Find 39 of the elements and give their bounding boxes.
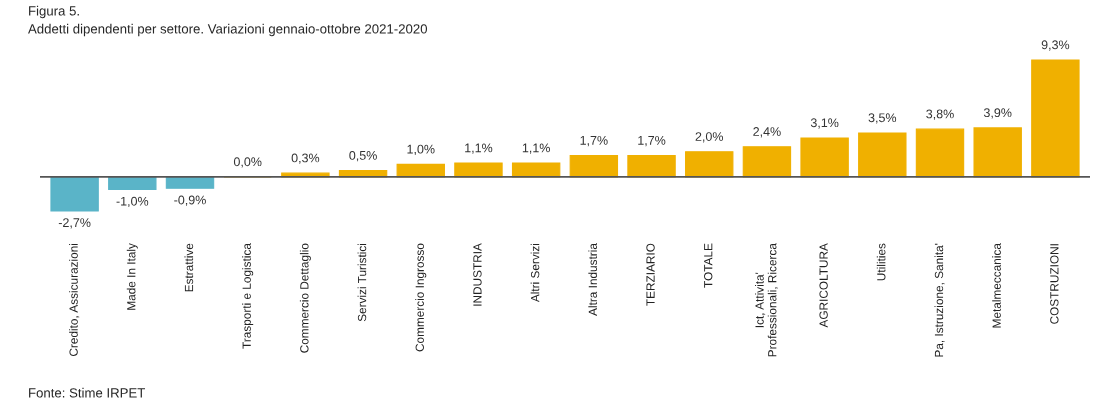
data-label: 0,5% bbox=[349, 150, 377, 162]
data-label: 1,7% bbox=[638, 135, 666, 147]
data-label: 9,3% bbox=[1041, 40, 1070, 51]
data-label: 1,7% bbox=[580, 135, 608, 147]
data-label: 0,0% bbox=[233, 157, 262, 168]
data-label: 2,0% bbox=[695, 132, 724, 143]
data-label: 3,9% bbox=[983, 108, 1012, 119]
x-tick-label: Estrattive bbox=[184, 243, 194, 292]
x-tick-label: Metalmeccanica bbox=[992, 243, 1001, 328]
data-label: 1,1% bbox=[522, 143, 550, 154]
x-tick-label: Made In Italy bbox=[126, 243, 138, 310]
data-label: -1,0% bbox=[116, 196, 149, 208]
x-tick-label: Commercio Ingrosso bbox=[415, 243, 427, 352]
x-tick-label: Altri Servizi bbox=[530, 243, 540, 303]
x-tick-label: AGRICOLTURA bbox=[819, 243, 828, 328]
x-tick-label: Credito, Assicurazioni bbox=[69, 243, 80, 357]
x-tick-label: Pa, Istruzione, Sanita' bbox=[934, 243, 945, 357]
data-label: 3,5% bbox=[868, 113, 897, 124]
x-tick-label: Ict, Attivita' Professionali, Ricerca bbox=[755, 243, 778, 357]
x-tick-label: Utilities bbox=[876, 243, 886, 281]
x-tick-label: COSTRUZIONI bbox=[1050, 244, 1059, 324]
data-label: -0,9% bbox=[174, 195, 206, 206]
x-tick-label: Altra Industria bbox=[588, 243, 598, 316]
source-note: Fonte: Stime IRPET bbox=[29, 387, 146, 398]
x-tick-label: Commercio Dettaglio bbox=[299, 243, 311, 353]
data-label: 1,1% bbox=[465, 143, 493, 154]
chart-title: Figura 5. bbox=[29, 5, 79, 19]
data-label: -2,7% bbox=[58, 218, 91, 229]
x-tick-label: Servizi Turistici bbox=[357, 243, 367, 322]
data-label: 2,4% bbox=[753, 127, 781, 138]
x-tick-label: TERZIARIO bbox=[646, 243, 655, 306]
chart-subtitle: Addetti dipendenti per settore. Variazioni gennaio-ottobre 2021-2020 bbox=[28, 23, 428, 37]
data-label: 0,3% bbox=[291, 153, 320, 164]
data-label: 3,8% bbox=[926, 109, 954, 120]
x-tick-label: INDUSTRIA bbox=[473, 243, 482, 306]
x-tick-label: Trasporti e Logistica bbox=[242, 243, 254, 349]
x-tick-label: TOTALE bbox=[704, 243, 713, 288]
data-label: 3,1% bbox=[810, 118, 839, 129]
data-label: 1,0% bbox=[407, 144, 435, 156]
